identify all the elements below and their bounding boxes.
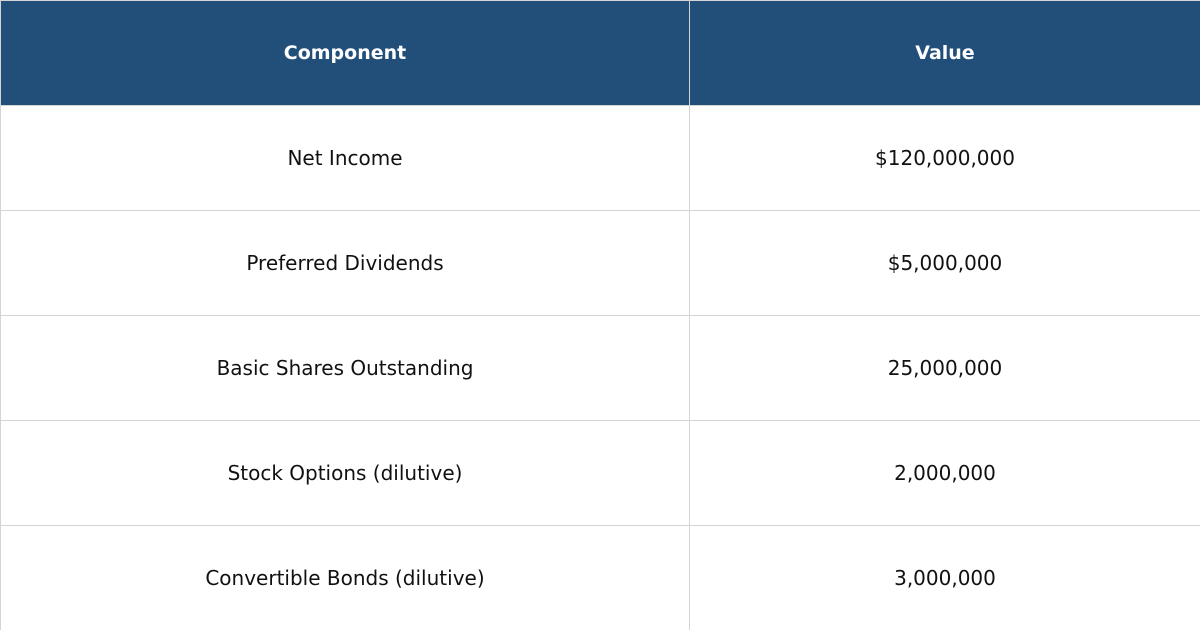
component-cell: Stock Options (dilutive)	[0, 420, 690, 526]
table-row: Basic Shares Outstanding 25,000,000	[0, 315, 1200, 421]
component-cell: Basic Shares Outstanding	[0, 315, 690, 421]
table-row: Net Income $120,000,000	[0, 105, 1200, 211]
table-row: Preferred Dividends $5,000,000	[0, 210, 1200, 316]
table-row: Stock Options (dilutive) 2,000,000	[0, 420, 1200, 526]
value-cell: 2,000,000	[689, 420, 1200, 526]
component-cell: Net Income	[0, 105, 690, 211]
value-cell: $120,000,000	[689, 105, 1200, 211]
header-cell: Value	[689, 0, 1200, 106]
header-row: Component Value	[0, 0, 1200, 106]
component-cell: Preferred Dividends	[0, 210, 690, 316]
table-body: Net Income $120,000,000 Preferred Dividend…	[0, 105, 1200, 630]
table-row: Convertible Bonds (dilutive) 3,000,000	[0, 525, 1200, 630]
value-cell: 25,000,000	[689, 315, 1200, 421]
header-cell: Component	[0, 0, 690, 106]
component-cell: Convertible Bonds (dilutive)	[0, 525, 690, 630]
value-cell: 3,000,000	[689, 525, 1200, 630]
value-cell: $5,000,000	[689, 210, 1200, 316]
